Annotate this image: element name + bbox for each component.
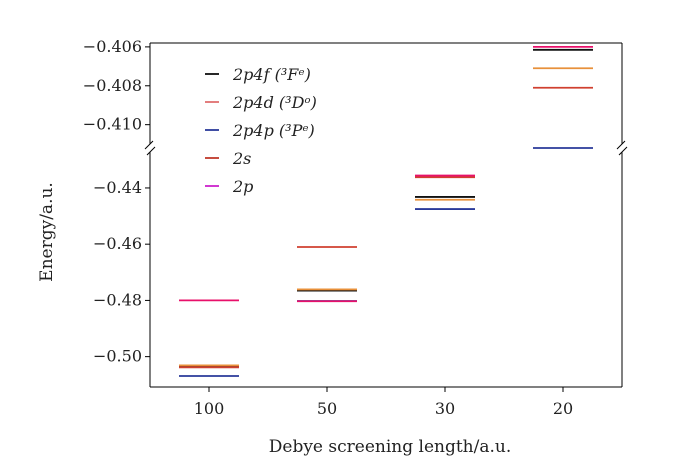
energy-level-marks [179,45,593,377]
lower-y-axis: −0.44 −0.46 −0.48 −0.50 [93,178,150,366]
legend: 2p4f (³Fᵉ) 2p4d (³Dᵒ) 2p4p (³Pᵉ) 2s 2p [205,65,317,196]
x-axis: 100 50 30 20 [194,387,573,418]
y-tick-label: −0.410 [83,115,142,134]
x-axis-label: Debye screening length/a.u. [269,437,511,457]
x-tick-label: 20 [553,399,573,418]
x-tick-label: 100 [194,399,225,418]
y-tick-label: −0.50 [93,347,142,366]
y-tick-label: −0.44 [93,178,142,197]
y-tick-label: −0.46 [93,234,142,253]
legend-label: 2s [232,149,251,168]
right-break-mark-gap [617,144,627,152]
legend-label: 2p4p (³Pᵉ) [232,121,315,140]
x-tick-label: 50 [317,399,337,418]
left-break-mark-gap [145,144,155,152]
right-break-mark [618,146,628,156]
legend-label: 2p4d (³Dᵒ) [232,93,317,112]
upper-y-axis: −0.406 −0.408 −0.410 [83,37,150,134]
legend-label: 2p4f (³Fᵉ) [232,65,311,84]
left-break-mark [144,140,154,150]
y-tick-label: −0.408 [83,76,142,95]
y-tick-label: −0.406 [83,37,142,56]
x-tick-label: 30 [435,399,455,418]
y-tick-label: −0.48 [93,290,142,309]
y-axis-label: Energy/a.u. [37,182,57,282]
right-break-mark [616,140,626,150]
legend-label: 2p [232,177,253,196]
left-break-mark [146,146,156,156]
plot-frame [144,42,628,388]
